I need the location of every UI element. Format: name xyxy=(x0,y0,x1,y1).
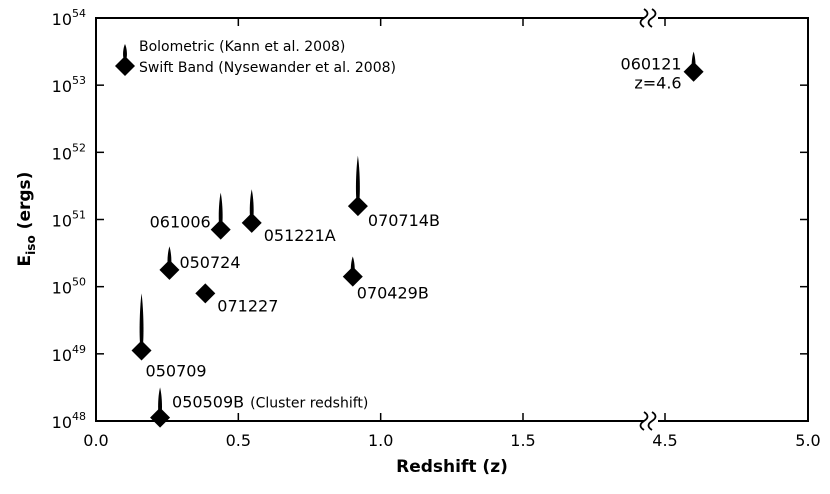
y-axis-title-main: E xyxy=(15,255,35,267)
y-tick-base: 10 xyxy=(52,144,72,163)
axis-break-squiggle xyxy=(647,8,657,28)
bolometric-spike xyxy=(218,192,223,230)
point-label-line: 060121 xyxy=(621,55,682,74)
point-label: 060121 z=4.6 xyxy=(621,55,682,93)
y-tick-base: 10 xyxy=(52,10,72,29)
swift-diamond xyxy=(683,61,704,82)
axis-break-marks xyxy=(639,8,658,431)
swift-diamond xyxy=(241,212,262,233)
x-tick-label: 0.0 xyxy=(83,431,108,450)
point-label: 050709 xyxy=(146,361,207,380)
y-tick-base: 10 xyxy=(52,212,72,231)
point-label-line: 050709 xyxy=(146,361,207,380)
point-label-line: 070714B xyxy=(368,211,440,230)
swift-diamond xyxy=(347,196,368,217)
legend-label-bolometric: Bolometric (Kann et al. 2008) xyxy=(139,39,345,55)
point-label-line: 061006 xyxy=(150,213,211,232)
point-label-line: 050509B xyxy=(172,393,244,412)
point-label: 051221A xyxy=(264,226,336,245)
point-label: 071227 xyxy=(217,296,278,315)
y-tick-base: 10 xyxy=(52,279,72,298)
point-label: 070714B xyxy=(368,211,440,230)
axis-break-squiggle xyxy=(639,411,649,431)
bolometric-spike xyxy=(355,155,360,207)
y-tick-exponent: 50 xyxy=(72,276,86,289)
y-tick-exponent: 49 xyxy=(72,343,86,356)
y-tick-label: 1050 xyxy=(52,276,86,298)
y-tick-label: 1052 xyxy=(52,141,86,163)
point-label-line: z=4.6 xyxy=(634,74,681,93)
legend-spike xyxy=(123,44,127,60)
y-tick-label: 1049 xyxy=(52,343,86,365)
point-label-note: (Cluster redshift) xyxy=(250,396,368,412)
point-label-line: 051221A xyxy=(264,226,336,245)
point-label-line: 050724 xyxy=(179,253,240,272)
y-tick-base: 10 xyxy=(52,346,72,365)
point-label: 050724 xyxy=(179,253,240,272)
swift-diamond xyxy=(210,219,231,240)
point-label: 070429B xyxy=(357,284,429,303)
y-tick-exponent: 48 xyxy=(72,410,86,423)
swift-diamond xyxy=(131,340,152,361)
y-tick-base: 10 xyxy=(52,413,72,432)
y-tick-exponent: 54 xyxy=(72,7,86,20)
bolometric-spike xyxy=(139,293,144,351)
swift-diamond xyxy=(195,283,216,304)
point-label-line: 070429B xyxy=(357,284,429,303)
y-axis-title-sub: iso xyxy=(24,235,38,255)
point-label: 050509B (Cluster redshift) xyxy=(172,393,368,412)
point-label: 061006 xyxy=(150,213,211,232)
x-tick-label: 1.5 xyxy=(510,431,535,450)
y-tick-exponent: 53 xyxy=(72,74,86,87)
x-tick-label: 0.5 xyxy=(226,431,251,450)
legend-label-swift: Swift Band (Nysewander et al. 2008) xyxy=(139,60,396,76)
y-tick-label: 1051 xyxy=(52,209,86,231)
x-tick-label: 4.5 xyxy=(652,431,677,450)
axis-break-squiggle xyxy=(647,411,657,431)
x-tick-label: 5.0 xyxy=(795,431,820,450)
swift-diamond xyxy=(159,259,180,280)
legend: Bolometric (Kann et al. 2008) Swift Band … xyxy=(139,39,396,76)
axis-break-squiggle xyxy=(639,8,649,28)
y-tick-label: 1054 xyxy=(52,7,86,29)
y-axis-title: Eiso (ergs) xyxy=(15,172,38,267)
legend-diamond xyxy=(115,56,135,76)
data-marks: 050509B (Cluster redshift) 050709 050724 071… xyxy=(115,44,704,428)
y-tick-label: 1048 xyxy=(52,410,86,432)
x-axis-title: Redshift (z) xyxy=(396,457,508,477)
y-axis-title-unit: (ergs) xyxy=(15,172,35,230)
point-label-line: 071227 xyxy=(217,296,278,315)
y-tick-base: 10 xyxy=(52,77,72,96)
swift-diamond xyxy=(342,266,363,287)
x-tick-label: 1.0 xyxy=(368,431,393,450)
swift-diamond xyxy=(150,407,171,428)
y-tick-label: 1053 xyxy=(52,74,86,96)
y-tick-exponent: 51 xyxy=(72,209,86,222)
y-tick-exponent: 52 xyxy=(72,141,86,154)
